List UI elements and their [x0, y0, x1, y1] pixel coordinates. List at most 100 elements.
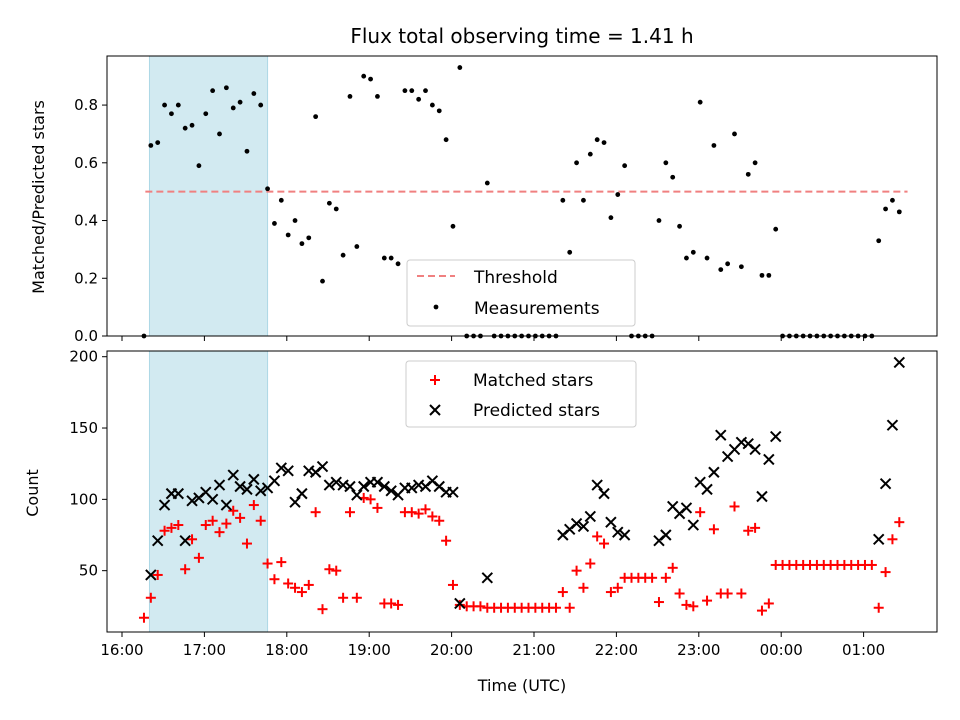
- measurement-point: [251, 91, 257, 96]
- predicted-point: [227, 469, 239, 481]
- measurement-point: [704, 255, 710, 261]
- legend-matched-label: Matched stars: [473, 371, 593, 391]
- matched-point: [221, 518, 232, 529]
- matched-point: [303, 579, 314, 590]
- predicted-point: [213, 479, 226, 491]
- predicted-point-b: [577, 520, 590, 533]
- measurement-point: [278, 197, 284, 203]
- predicted-point-b: [687, 519, 700, 531]
- predicted-point-b: [481, 572, 494, 584]
- predicted-point-b: [206, 493, 219, 506]
- measurement-point: [443, 137, 449, 143]
- top-y-tick-label: 0.6: [74, 154, 98, 172]
- measurement-point: [773, 226, 779, 232]
- measurement-point: [354, 244, 360, 249]
- predicted-point-b: [186, 495, 198, 507]
- measurement-point: [876, 238, 882, 244]
- matched-point: [695, 507, 706, 518]
- predicted-point-b: [701, 483, 713, 496]
- predicted-point-b: [584, 510, 597, 523]
- matched-point: [612, 582, 623, 593]
- measurement-point: [601, 140, 607, 145]
- measurement-point: [560, 197, 566, 203]
- predicted-point-b: [618, 529, 631, 541]
- bottom-x-tick-label: 16:00: [100, 641, 143, 659]
- predicted-point: [701, 483, 713, 496]
- measurement-point: [581, 197, 586, 203]
- matched-point: [324, 564, 335, 575]
- predicted-point: [406, 482, 418, 494]
- measurement-point: [217, 131, 222, 137]
- predicted-point-b: [344, 480, 356, 493]
- bottom-panel: 16:00 17:00 18:00 19:00 20:00 21:00 22:00 23:00…: [69, 348, 938, 659]
- predicted-point-b: [742, 438, 754, 450]
- matched-point: [454, 599, 465, 610]
- measurement-point: [285, 232, 291, 238]
- measurement-point: [155, 140, 161, 145]
- measurement-point: [423, 88, 428, 94]
- predicted-point-b: [254, 485, 267, 497]
- measurement-point: [759, 272, 765, 278]
- predicted-point: [570, 517, 583, 530]
- top-panel: 0.0 0.2 0.4 0.6 0.8 Threshold Measurements: [74, 55, 938, 345]
- legend-threshold-label: Threshold: [473, 268, 558, 288]
- matched-point: [180, 564, 191, 575]
- matched-point: [667, 562, 678, 573]
- measurement-point: [663, 160, 669, 166]
- predicted-point-b: [227, 469, 239, 481]
- predicted-point: [378, 480, 391, 493]
- measurement-point: [725, 261, 731, 267]
- predicted-point: [268, 475, 281, 487]
- predicted-point: [577, 520, 590, 533]
- predicted-point-b: [145, 569, 157, 581]
- matched-point: [729, 501, 740, 512]
- matched-point: [722, 588, 733, 599]
- predicted-point-b: [213, 479, 226, 491]
- predicted-point-b: [591, 479, 603, 491]
- predicted-point: [454, 597, 466, 610]
- legend-predicted-swatch-b: [429, 404, 441, 416]
- measurement-point: [333, 206, 339, 212]
- measurement-point: [883, 206, 888, 212]
- measurement-point: [169, 111, 174, 117]
- bottom-x-tick-label: 17:00: [183, 641, 226, 659]
- predicted-point: [254, 485, 267, 497]
- measurement-point: [381, 255, 387, 261]
- matched-point: [241, 538, 252, 549]
- matched-point: [653, 597, 664, 608]
- measurement-point: [890, 197, 895, 203]
- predicted-point: [756, 490, 768, 503]
- bottom-y-tick-label: 200: [69, 348, 98, 366]
- measurement-point: [690, 249, 696, 255]
- top-y-tick-label: 0.2: [74, 269, 98, 287]
- bottom-y-tick-label: 150: [69, 419, 98, 437]
- measurement-point: [299, 241, 305, 247]
- predicted-point-b: [200, 486, 212, 498]
- predicted-point-b: [316, 460, 329, 473]
- measurement-point: [684, 255, 689, 261]
- measurement-point: [567, 249, 573, 255]
- matched-point: [599, 538, 610, 549]
- measurement-point: [738, 264, 744, 270]
- predicted-point-b: [289, 496, 301, 508]
- matched-point: [578, 582, 589, 593]
- matched-point: [317, 604, 328, 615]
- measurement-point: [203, 111, 209, 117]
- measurement-point: [594, 137, 600, 143]
- matched-point: [262, 558, 273, 569]
- measurement-point: [677, 223, 682, 229]
- predicted-point: [481, 572, 494, 584]
- matched-point: [365, 494, 376, 505]
- predicted-point: [591, 479, 603, 491]
- predicted-point-b: [769, 430, 782, 443]
- legend-box: [406, 259, 636, 327]
- measurement-point: [265, 186, 270, 192]
- predicted-point: [220, 499, 233, 511]
- predicted-point-b: [433, 480, 445, 493]
- measurement-point: [313, 114, 319, 120]
- matched-point: [344, 507, 355, 518]
- matched-point: [290, 582, 301, 593]
- legend-measurement-label: Measurements: [474, 299, 600, 319]
- predicted-point-b: [879, 477, 892, 490]
- matched-point: [660, 572, 671, 583]
